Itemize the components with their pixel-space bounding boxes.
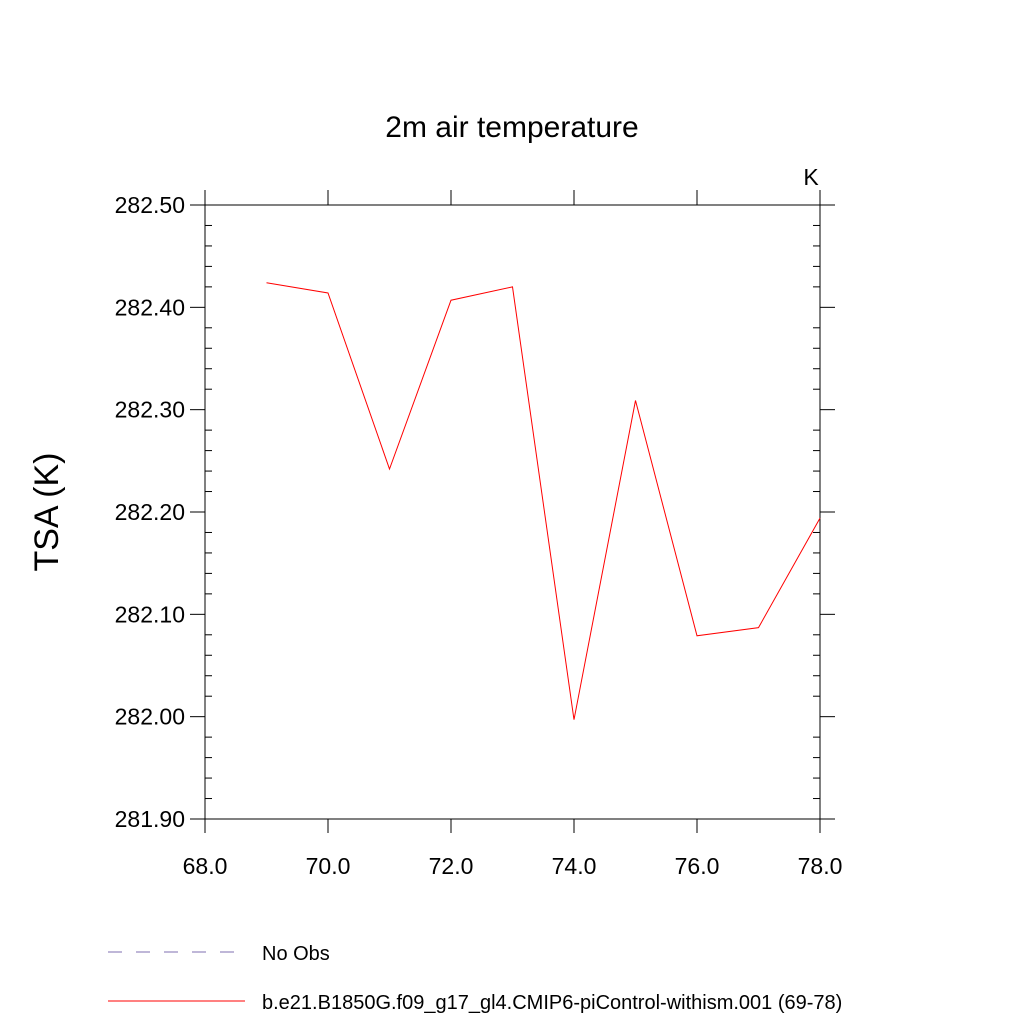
y-tick-label: 281.90 [115, 806, 185, 832]
y-tick-label: 282.30 [115, 397, 185, 423]
x-tick-label: 72.0 [429, 853, 474, 879]
x-tick-label: 76.0 [675, 853, 720, 879]
chart-title: 2m air temperature [385, 111, 638, 144]
units-label: K [803, 164, 819, 190]
x-tick-label: 78.0 [798, 853, 843, 879]
axis-ticks [190, 190, 835, 833]
y-axis-label: TSA (K) [28, 452, 66, 571]
y-tick-label: 282.10 [115, 601, 185, 627]
series-line [266, 282, 821, 720]
y-tick-label: 282.50 [115, 192, 185, 218]
legend: No Obs b.e21.B1850G.f09_g17_gl4.CMIP6-pi… [108, 943, 842, 1014]
plot-frame [204, 204, 821, 820]
y-tick-label: 282.20 [115, 499, 185, 525]
y-tick-label: 282.00 [115, 704, 185, 730]
x-tick-label: 74.0 [552, 853, 597, 879]
x-tick-label: 68.0 [183, 853, 228, 879]
legend-label-no-obs: No Obs [262, 943, 330, 965]
axis-tick-labels: 68.0 70.0 72.0 74.0 76.0 78.0 281.90 282.00 282.… [115, 192, 843, 879]
x-tick-label: 70.0 [306, 853, 351, 879]
legend-label-model: b.e21.B1850G.f09_g17_gl4.CMIP6-piControl… [262, 992, 842, 1014]
y-tick-label: 282.40 [115, 294, 185, 320]
